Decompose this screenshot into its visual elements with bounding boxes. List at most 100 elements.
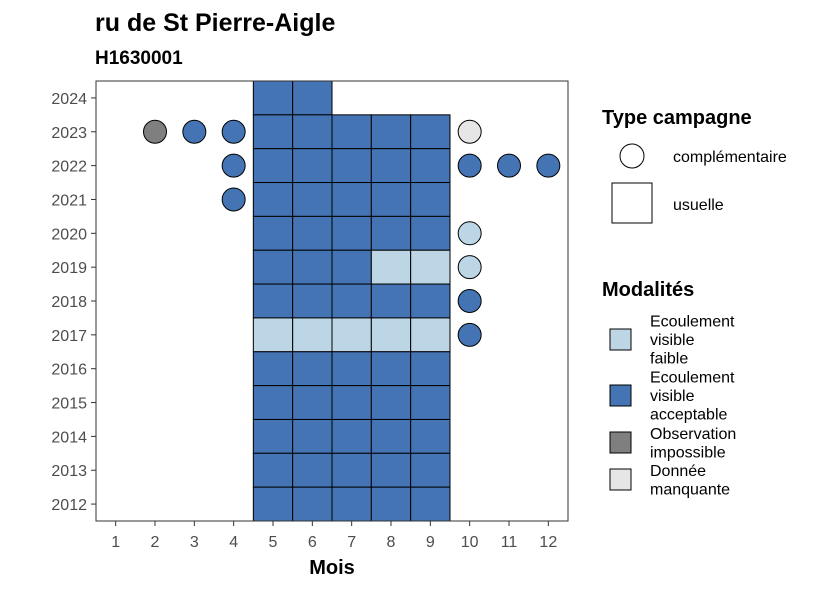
point-2023-2 (143, 119, 167, 144)
tile-2021-5 (252, 182, 294, 217)
legend-label-donnee_manquante: Donnée (650, 463, 706, 480)
tile-2019-6 (292, 249, 333, 285)
x-tick-label: 7 (347, 534, 356, 551)
point-2022-12 (536, 153, 561, 178)
tile-2019-9 (410, 249, 451, 285)
tile-2022-6 (292, 148, 333, 184)
tile-2015-6 (292, 385, 333, 420)
tile-2015-5 (252, 385, 294, 420)
legend-key-observation_impossible (609, 431, 632, 454)
tile-2019-7 (331, 249, 372, 285)
tile-2020-8 (370, 215, 412, 251)
tile-2021-6 (292, 182, 333, 217)
y-tick-label: 2013 (51, 463, 87, 480)
legend-type-label-usuelle: usuelle (673, 197, 724, 214)
y-tick-label: 2015 (51, 396, 87, 413)
tile-2022-9 (410, 148, 451, 184)
legend-label-ecoulement_faible: visible (650, 332, 695, 349)
tile-2014-7 (331, 418, 372, 454)
x-tick-label: 8 (387, 534, 396, 551)
x-tick-label: 1 (111, 534, 120, 551)
legend-label-ecoulement_faible: Ecoulement (650, 314, 735, 331)
y-tick-label: 2023 (51, 125, 87, 142)
tile-2020-9 (410, 215, 451, 251)
legend-label-observation_impossible: Observation (650, 426, 736, 443)
tile-2022-5 (252, 148, 294, 184)
legend-modalites-title: Modalités (602, 279, 694, 301)
tile-2018-8 (370, 283, 412, 319)
tile-2013-7 (331, 452, 372, 488)
legend-key-ecoulement_acceptable (609, 384, 632, 407)
tile-2014-5 (252, 418, 294, 454)
tile-2012-9 (410, 486, 451, 522)
tile-2022-7 (331, 148, 372, 184)
tile-2024-5 (252, 80, 294, 116)
y-tick-label: 2017 (51, 328, 87, 345)
point-2018-10 (457, 289, 482, 313)
tile-layer (252, 80, 451, 522)
tile-2019-8 (370, 249, 412, 285)
tile-2017-7 (331, 317, 372, 353)
point-2021-4 (221, 187, 246, 212)
legend-type-title: Type campagne (602, 107, 752, 129)
tile-2015-9 (410, 385, 451, 420)
chart-title: ru de St Pierre-Aigle (95, 9, 335, 37)
tile-2012-7 (331, 486, 372, 522)
tile-2012-5 (252, 486, 294, 522)
y-tick-label: 2019 (51, 260, 87, 277)
x-tick-label: 9 (426, 534, 435, 551)
tile-2023-9 (410, 114, 451, 150)
point-2023-4 (221, 119, 246, 144)
legend-key-ecoulement_faible (609, 328, 632, 351)
x-tick-label: 10 (461, 534, 479, 551)
x-axis: 1 2 3 4 5 6 7 8 9 10 11 12 (111, 521, 557, 551)
tile-2012-8 (370, 486, 412, 522)
tile-2016-5 (252, 351, 294, 387)
x-axis-title: Mois (309, 557, 355, 579)
tile-2020-7 (331, 215, 372, 251)
y-tick-label: 2018 (51, 294, 87, 311)
tile-2018-7 (331, 283, 372, 319)
legend-type-label-complementaire: complémentaire (673, 149, 787, 166)
legend-square-key (611, 182, 653, 224)
y-tick-label: 2022 (51, 159, 87, 176)
y-tick-label: 2024 (51, 91, 87, 108)
tile-2018-9 (410, 283, 451, 319)
tile-2014-9 (410, 418, 451, 454)
x-tick-label: 4 (229, 534, 238, 551)
point-2023-10 (457, 119, 482, 144)
tile-2013-6 (292, 452, 333, 488)
tile-2023-8 (370, 114, 412, 150)
tile-2016-8 (370, 351, 412, 387)
x-tick-label: 12 (539, 534, 557, 551)
tile-2024-6 (292, 80, 333, 116)
point-2022-11 (497, 153, 521, 178)
y-tick-label: 2021 (51, 192, 87, 209)
tile-2017-6 (292, 317, 333, 353)
tile-2017-8 (370, 317, 412, 353)
legend-label-ecoulement_faible: faible (650, 351, 688, 368)
tile-2015-7 (331, 385, 372, 420)
tile-2020-6 (292, 215, 333, 251)
tile-2016-9 (410, 351, 451, 387)
point-2019-10 (457, 255, 482, 280)
x-tick-label: 6 (308, 534, 317, 551)
tile-2013-5 (252, 452, 294, 488)
y-tick-label: 2016 (51, 362, 87, 379)
x-tick-label: 5 (269, 534, 278, 551)
tile-2013-9 (410, 452, 451, 488)
y-tick-label: 2014 (51, 429, 87, 446)
x-tick-label: 2 (151, 534, 160, 551)
chart-subtitle: H1630001 (95, 48, 183, 69)
point-2022-10 (457, 153, 482, 178)
legend-key-donnee_manquante (609, 468, 632, 491)
tile-2017-5 (252, 317, 294, 353)
tile-2017-9 (410, 317, 451, 353)
legend-label-observation_impossible: impossible (650, 444, 726, 461)
tile-2012-6 (292, 486, 333, 522)
tile-2014-6 (292, 418, 333, 454)
y-tick-label: 2020 (51, 226, 87, 243)
tile-2021-9 (410, 182, 451, 217)
tile-2018-5 (252, 283, 294, 319)
